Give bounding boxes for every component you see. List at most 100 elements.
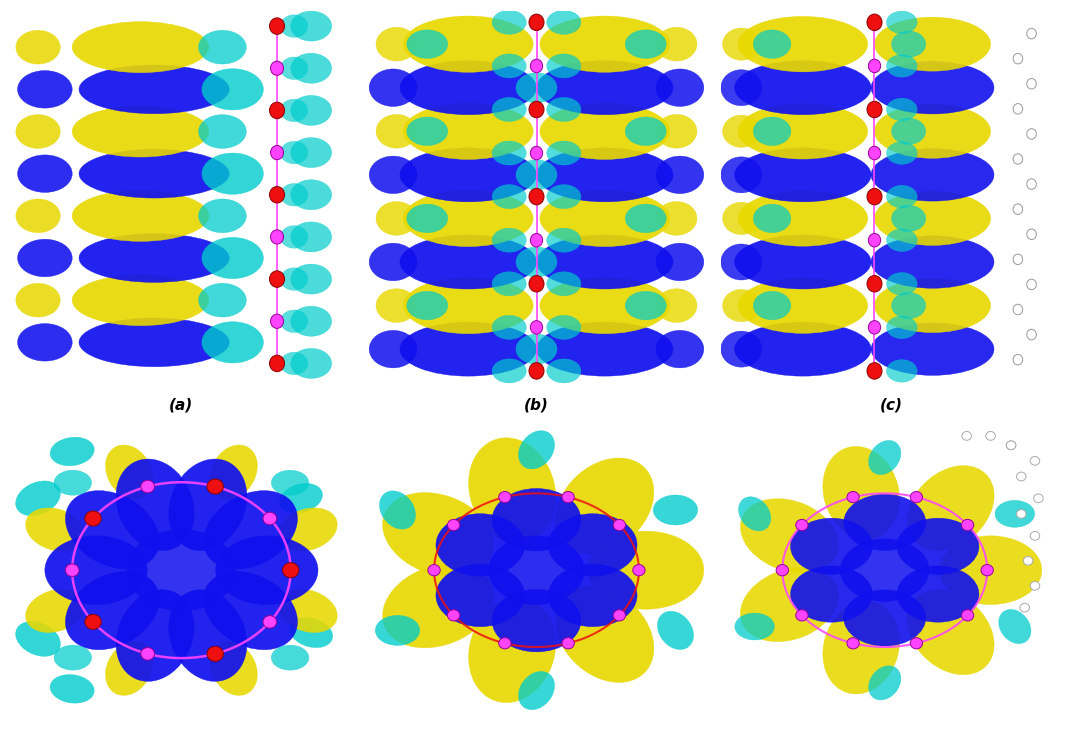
Ellipse shape [721, 331, 762, 367]
Ellipse shape [280, 99, 308, 121]
Circle shape [263, 512, 277, 525]
Ellipse shape [469, 598, 556, 702]
Ellipse shape [722, 28, 760, 60]
Ellipse shape [291, 11, 332, 41]
Ellipse shape [886, 316, 917, 339]
Ellipse shape [874, 17, 990, 71]
Ellipse shape [735, 61, 871, 115]
Ellipse shape [280, 184, 308, 206]
Circle shape [867, 363, 882, 379]
Ellipse shape [168, 459, 247, 551]
Ellipse shape [116, 590, 194, 682]
Circle shape [428, 565, 440, 576]
Ellipse shape [547, 141, 580, 165]
Ellipse shape [202, 238, 263, 279]
Circle shape [270, 146, 283, 160]
Ellipse shape [199, 199, 247, 232]
Ellipse shape [216, 536, 318, 605]
Ellipse shape [79, 318, 230, 367]
Ellipse shape [722, 202, 760, 235]
Circle shape [1013, 204, 1023, 215]
Circle shape [447, 610, 460, 621]
Ellipse shape [493, 272, 526, 296]
Ellipse shape [995, 500, 1034, 528]
Text: (c): (c) [880, 397, 903, 412]
Circle shape [986, 431, 996, 440]
Ellipse shape [892, 205, 926, 232]
Circle shape [141, 648, 155, 660]
Ellipse shape [400, 61, 536, 115]
Circle shape [868, 320, 881, 334]
Circle shape [269, 18, 284, 34]
Ellipse shape [721, 244, 762, 280]
Ellipse shape [738, 191, 868, 246]
Ellipse shape [823, 602, 899, 694]
Ellipse shape [886, 360, 917, 382]
Ellipse shape [105, 641, 152, 696]
Ellipse shape [17, 155, 72, 192]
Ellipse shape [17, 239, 72, 277]
Circle shape [207, 646, 223, 662]
Circle shape [530, 233, 543, 247]
Circle shape [1027, 129, 1037, 139]
Ellipse shape [45, 536, 147, 605]
Circle shape [1030, 582, 1040, 591]
Circle shape [270, 230, 283, 244]
Ellipse shape [116, 459, 194, 551]
Ellipse shape [874, 104, 990, 158]
Ellipse shape [656, 156, 704, 194]
Ellipse shape [493, 98, 526, 121]
Ellipse shape [202, 322, 263, 363]
Circle shape [847, 491, 859, 502]
Ellipse shape [753, 117, 791, 146]
Ellipse shape [369, 156, 417, 194]
Ellipse shape [653, 495, 697, 525]
Ellipse shape [892, 292, 926, 319]
Circle shape [447, 519, 460, 531]
Circle shape [867, 275, 882, 292]
Circle shape [1006, 441, 1016, 450]
Ellipse shape [72, 190, 209, 241]
Circle shape [1013, 53, 1023, 64]
Ellipse shape [493, 54, 526, 78]
Ellipse shape [280, 226, 308, 248]
Ellipse shape [908, 465, 994, 551]
Circle shape [633, 565, 645, 576]
Ellipse shape [403, 190, 533, 246]
Ellipse shape [400, 148, 536, 202]
Ellipse shape [556, 458, 653, 554]
Circle shape [776, 565, 789, 576]
Ellipse shape [536, 61, 673, 115]
Circle shape [613, 610, 626, 621]
Circle shape [529, 363, 544, 379]
Circle shape [269, 186, 284, 203]
Ellipse shape [536, 235, 673, 289]
Ellipse shape [280, 141, 308, 164]
Ellipse shape [892, 31, 926, 57]
Ellipse shape [199, 30, 247, 64]
Ellipse shape [874, 278, 990, 332]
Ellipse shape [168, 590, 247, 682]
Circle shape [1013, 154, 1023, 164]
Ellipse shape [791, 566, 872, 622]
Ellipse shape [436, 514, 525, 576]
Ellipse shape [199, 115, 247, 149]
Ellipse shape [16, 481, 60, 516]
Ellipse shape [656, 289, 697, 323]
Ellipse shape [493, 141, 526, 165]
Ellipse shape [65, 491, 159, 569]
Ellipse shape [204, 491, 297, 569]
Ellipse shape [291, 222, 332, 252]
Ellipse shape [871, 61, 994, 114]
Ellipse shape [548, 564, 637, 627]
Ellipse shape [939, 536, 1042, 605]
Ellipse shape [738, 497, 770, 531]
Ellipse shape [548, 514, 637, 576]
Ellipse shape [547, 359, 580, 383]
Ellipse shape [823, 446, 899, 539]
Circle shape [207, 479, 223, 494]
Ellipse shape [403, 278, 533, 334]
Ellipse shape [383, 564, 494, 648]
Ellipse shape [871, 236, 994, 288]
Circle shape [796, 519, 808, 531]
